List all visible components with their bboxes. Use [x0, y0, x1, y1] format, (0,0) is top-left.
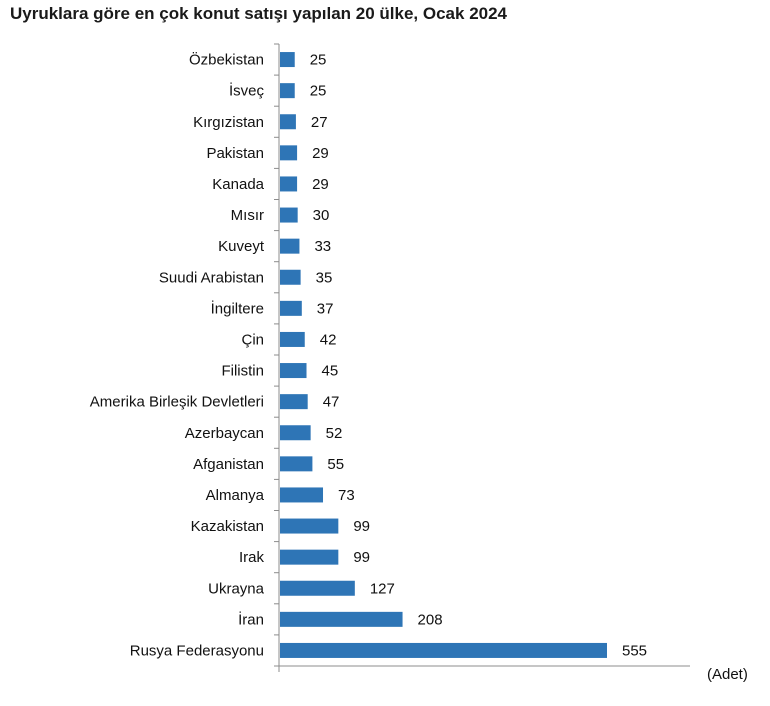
bar [280, 176, 298, 192]
bar [280, 549, 339, 565]
bar [280, 145, 298, 161]
bar [280, 487, 324, 503]
category-label: Almanya [206, 487, 265, 504]
bar [280, 300, 302, 316]
value-labels: 2525272929303335374245475255739999127208… [310, 52, 647, 660]
category-label: Afganistan [193, 456, 264, 473]
category-label: Kanada [212, 176, 264, 193]
bar [280, 83, 295, 99]
bar [280, 580, 355, 596]
category-label: Amerika Birleşik Devletleri [90, 394, 264, 411]
bar [280, 238, 300, 254]
value-label: 27 [311, 114, 328, 131]
bar [280, 518, 339, 534]
axes: (Adet) [274, 43, 748, 683]
value-label: 30 [313, 207, 330, 224]
category-label: Irak [239, 549, 265, 566]
category-label: Pakistan [206, 145, 264, 162]
value-label: 45 [322, 363, 339, 380]
bar [280, 269, 301, 285]
category-label: Azerbaycan [185, 425, 264, 442]
category-label: Rusya Federasyonu [130, 642, 264, 659]
value-label: 555 [622, 642, 647, 659]
value-label: 42 [320, 331, 337, 348]
unit-label: (Adet) [707, 666, 748, 683]
category-label: İran [238, 610, 264, 628]
bar [280, 642, 607, 658]
value-label: 52 [326, 425, 343, 442]
category-label: Kazakistan [191, 518, 264, 535]
value-label: 99 [353, 549, 370, 566]
bar [280, 611, 403, 627]
category-label: Kuveyt [218, 238, 265, 255]
bar [280, 331, 305, 347]
category-labels: Özbekistan İsveç Kırgızistan Pakistan Kanada… [90, 51, 265, 660]
bar [280, 52, 295, 68]
value-label: 127 [370, 580, 395, 597]
bar [280, 207, 298, 223]
category-label: Filistin [221, 363, 264, 380]
value-label: 29 [312, 145, 329, 162]
value-label: 37 [317, 300, 334, 317]
bar [280, 456, 313, 472]
bars [280, 52, 607, 658]
value-label: 25 [310, 83, 327, 100]
bar [280, 363, 307, 379]
category-label: Kırgızistan [193, 114, 264, 131]
value-label: 47 [323, 394, 340, 411]
category-label: Çin [241, 331, 264, 348]
bar [280, 114, 296, 130]
chart-title: Uyruklara göre en çok konut satışı yapıl… [10, 4, 508, 23]
value-label: 29 [312, 176, 329, 193]
value-label: 208 [418, 611, 443, 628]
category-label: İsveç [229, 82, 265, 100]
value-label: 33 [314, 238, 331, 255]
bar [280, 425, 311, 441]
category-label: Suudi Arabistan [159, 269, 264, 286]
value-label: 99 [353, 518, 370, 535]
value-label: 73 [338, 487, 355, 504]
category-label: Ukrayna [208, 580, 265, 597]
category-label: Mısır [231, 207, 264, 224]
value-label: 55 [327, 456, 344, 473]
bar [280, 394, 308, 410]
category-label: İngiltere [211, 299, 264, 317]
value-label: 25 [310, 52, 327, 69]
value-label: 35 [316, 269, 333, 286]
category-label: Özbekistan [189, 51, 264, 69]
